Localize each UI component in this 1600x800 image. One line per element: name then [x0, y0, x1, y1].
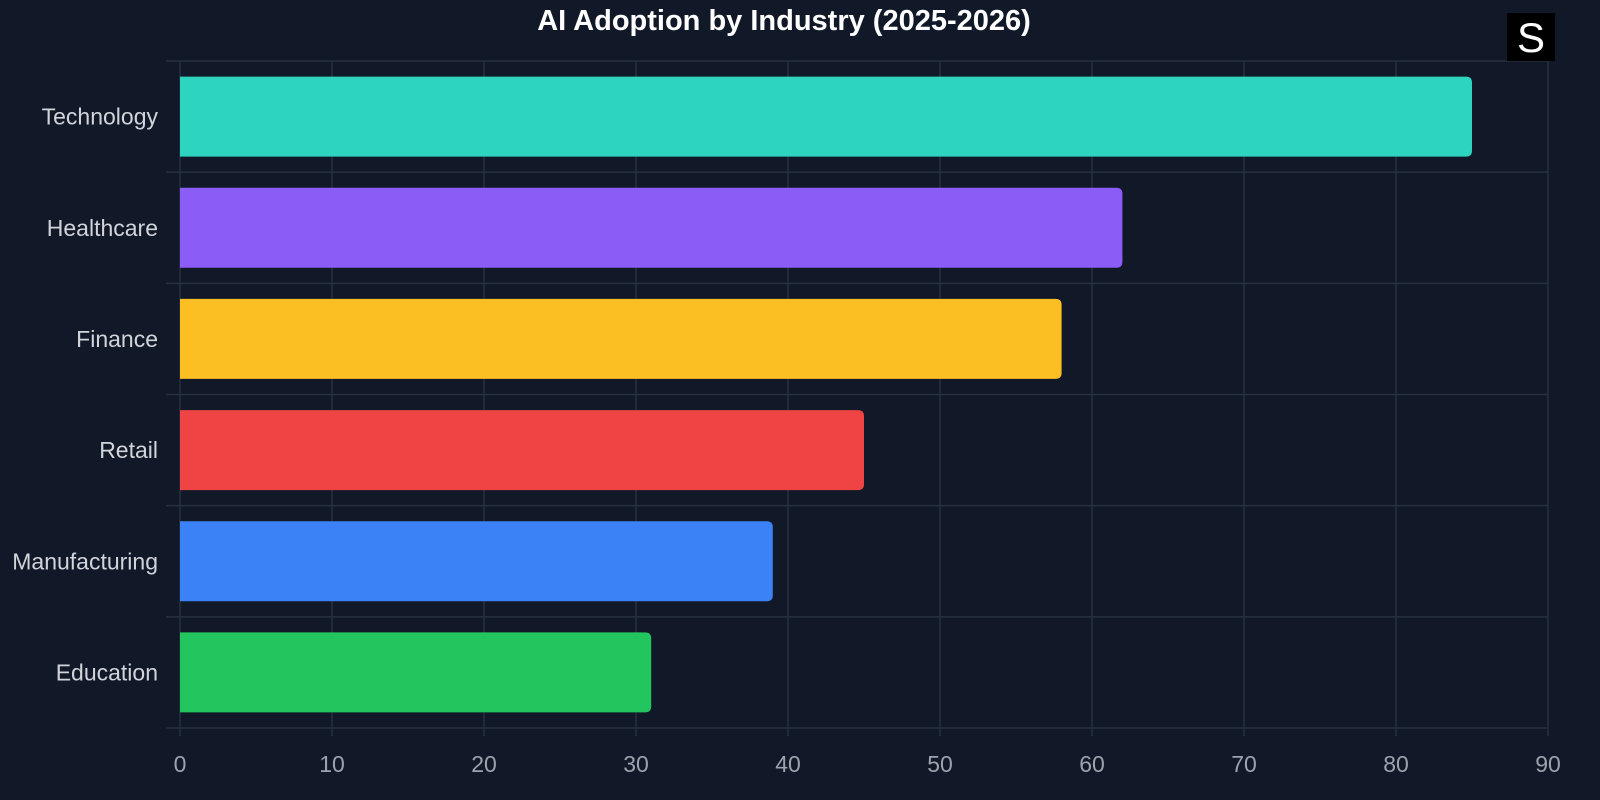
x-tick-label: 30	[623, 751, 649, 777]
category-label-technology: Technology	[42, 104, 159, 130]
x-tick-label: 40	[775, 751, 801, 777]
logo-badge: S	[1507, 13, 1555, 61]
bar-technology	[180, 76, 1472, 157]
bars-group	[180, 76, 1472, 713]
bar-education	[180, 632, 652, 713]
x-tick-label: 90	[1535, 751, 1561, 777]
bar-healthcare	[180, 187, 1123, 268]
bar-manufacturing	[180, 521, 773, 602]
x-tick-label: 80	[1383, 751, 1409, 777]
x-tick-labels: 0 10 20 30 40 50 60 70 80 90	[174, 751, 1561, 777]
category-label-finance: Finance	[76, 326, 158, 352]
category-label-education: Education	[56, 659, 158, 685]
grid-lines	[166, 60, 1549, 736]
x-tick-label: 0	[174, 751, 187, 777]
x-tick-label: 70	[1231, 751, 1257, 777]
category-label-manufacturing: Manufacturing	[12, 548, 158, 574]
logo-background	[1507, 13, 1555, 61]
x-tick-label: 60	[1079, 751, 1105, 777]
category-label-healthcare: Healthcare	[47, 215, 158, 241]
bar-finance	[180, 298, 1062, 379]
x-tick-label: 20	[471, 751, 497, 777]
category-label-retail: Retail	[99, 437, 158, 463]
logo-letter: S	[1517, 14, 1545, 61]
bar-chart: Technology Healthcare Finance Retail Manufac…	[12, 5, 1561, 777]
category-labels: Technology Healthcare Finance Retail Manufac…	[12, 104, 158, 686]
x-tick-label: 10	[319, 751, 345, 777]
x-tick-label: 50	[927, 751, 953, 777]
bar-retail	[180, 410, 864, 491]
chart-title: AI Adoption by Industry (2025-2026)	[537, 5, 1031, 37]
